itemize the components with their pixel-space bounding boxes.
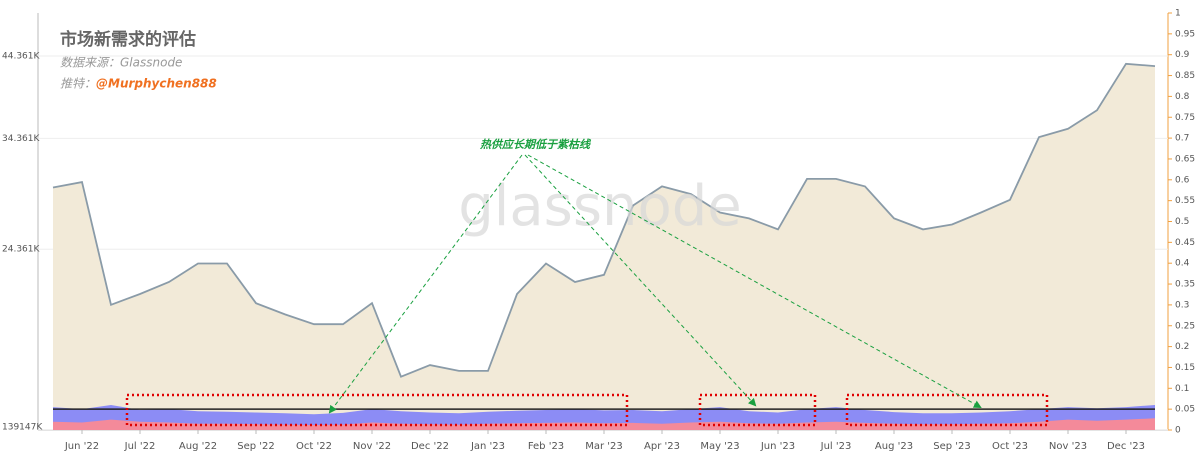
y2-tick-label: 0.55	[1175, 196, 1195, 206]
highlight-box	[845, 393, 1049, 427]
x-tick-label: Aug '22	[179, 441, 217, 452]
x-tick-label: Jan '23	[470, 441, 505, 452]
chart-title: 市场新需求的评估	[60, 29, 196, 50]
watermark: glassnode	[458, 174, 742, 239]
x-tick-label: Jul '23	[820, 441, 852, 452]
y2-tick-label: 0.8	[1175, 92, 1190, 102]
annotation-arrows	[328, 154, 982, 414]
y2-tick-label: 1	[1175, 9, 1181, 19]
credit-handle: @Murphychen888	[96, 77, 217, 91]
y2-tick-label: 0.95	[1175, 29, 1195, 39]
y-tick-label: 139147K	[2, 423, 43, 433]
highlight-boxes	[125, 393, 1049, 427]
arrow	[527, 154, 982, 408]
y2-tick-label: 0.85	[1175, 71, 1195, 81]
x-tick-label: Dec '22	[411, 441, 449, 452]
annotation: 热供应长期低于紫枯线	[479, 138, 592, 151]
subtitle: 数据来源：Glassnode	[60, 56, 182, 70]
x-tick-label: Nov '22	[353, 441, 391, 452]
x-tick-label: Mar '23	[585, 441, 623, 452]
y2-tick-label: 0.4	[1175, 259, 1190, 269]
y2-tick-label: 0.3	[1175, 300, 1189, 310]
y2-tick-label: 0.45	[1175, 238, 1195, 248]
x-tick-label: Jun '22	[64, 441, 99, 452]
y2-tick-label: 0.15	[1175, 363, 1195, 373]
y2-tick-label: 0.35	[1175, 280, 1195, 290]
y-tick-label: 34.361K	[2, 134, 40, 144]
x-tick-label: Aug '23	[875, 441, 913, 452]
y2-tick-label: 0.9	[1175, 50, 1190, 60]
x-tick-label: Jul '22	[124, 441, 156, 452]
y2-tick-label: 0.75	[1175, 113, 1195, 123]
arrow	[328, 154, 523, 414]
x-tick-label: Nov '23	[1049, 441, 1087, 452]
x-tick-label: Oct '23	[992, 441, 1028, 452]
arrow	[524, 154, 757, 407]
y2-tick-label: 0.7	[1175, 134, 1189, 144]
price-line	[52, 62, 1156, 378]
y2-tick-label: 0.6	[1175, 175, 1190, 185]
y-tick-label: 24.361K	[2, 245, 40, 255]
highlight-box	[125, 393, 629, 427]
y2-tick-label: 0.2	[1175, 342, 1189, 352]
plot-area: 139147K 24.361K 34.361K 44.361K 0 0.05 0.1 0.15…	[2, 9, 1195, 453]
y2-tick-label: 0.1	[1175, 384, 1189, 394]
x-tick-label: May '23	[700, 441, 739, 452]
x-tick-label: Apr '23	[644, 441, 680, 452]
price-area	[53, 63, 1155, 431]
highlight-box	[698, 393, 817, 427]
supply-area	[53, 418, 1155, 430]
y-tick-label: 44.361K	[2, 52, 40, 62]
y2-tick-label: 0	[1175, 426, 1181, 436]
x-tick-label: Oct '22	[296, 441, 332, 452]
y2-tick-label: 0.65	[1175, 154, 1195, 164]
x-tick-label: Feb '23	[528, 441, 564, 452]
x-tick-label: Jun '23	[760, 441, 795, 452]
y2-tick-label: 0.05	[1175, 405, 1195, 415]
x-tick-label: Sep '23	[933, 441, 971, 452]
x-tick-label: Dec '23	[1107, 441, 1145, 452]
y2-tick-label: 0.25	[1175, 321, 1195, 331]
credit-prefix: 推特：	[60, 77, 96, 91]
x-tick-label: Sep '22	[237, 441, 275, 452]
y2-tick-label: 0.5	[1175, 217, 1189, 227]
